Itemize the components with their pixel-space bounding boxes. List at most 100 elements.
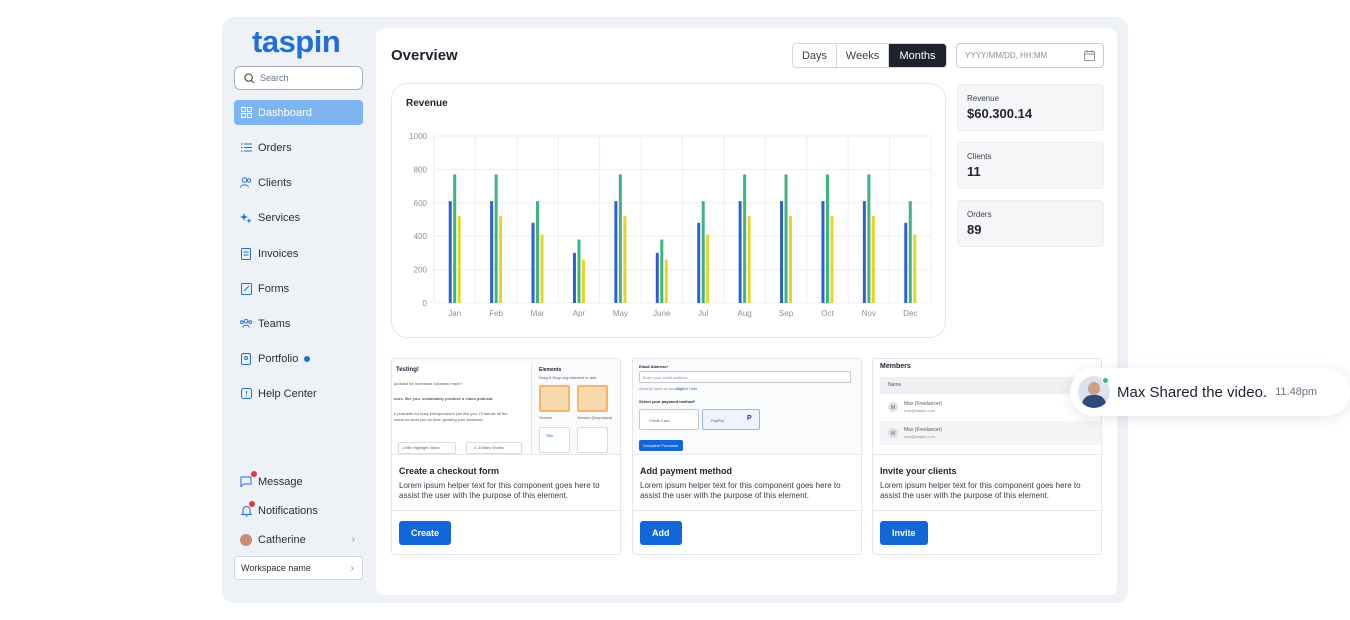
- revenue-chart: 0 200 400 600 800 1000 Jan Feb Mar Apr May June Jul A…: [409, 132, 932, 318]
- sidebar-item-forms[interactable]: Forms: [234, 276, 363, 301]
- grid-icon: [240, 107, 252, 119]
- stat-clients: Clients 11: [957, 142, 1104, 189]
- message-badge: [251, 471, 257, 477]
- preview-member-email: max@taspin.com: [904, 434, 935, 439]
- card-title: Add payment method: [640, 466, 733, 476]
- sidebar-item-orders[interactable]: Orders: [234, 135, 363, 160]
- workspace-selector[interactable]: Workspace name ›: [234, 556, 363, 580]
- portfolio-status-dot: [304, 355, 311, 362]
- preview-sign-in: Sign in here: [676, 386, 698, 391]
- sidebar-item-message[interactable]: Message: [234, 469, 363, 494]
- x-tick-label: Dec: [903, 309, 917, 318]
- preview-tile-label: Service (Dropdown): [577, 415, 613, 420]
- bar: [867, 174, 871, 303]
- sidebar-item-label: Message: [258, 475, 303, 488]
- sidebar-item-invoices[interactable]: Invoices: [234, 241, 363, 266]
- card-title: Invite your clients: [880, 466, 957, 476]
- search-icon: [244, 72, 255, 83]
- bar: [825, 174, 829, 303]
- notification-toast[interactable]: Max Shared the video. 11.48pm: [1070, 368, 1350, 416]
- users-icon: [240, 177, 252, 189]
- x-tick-label: Nov: [862, 309, 876, 318]
- app-logo[interactable]: taspin: [252, 24, 341, 59]
- preview-column-header: Name: [888, 382, 902, 388]
- form-icon: [240, 282, 252, 295]
- sidebar-item-label: Services: [258, 211, 301, 224]
- range-weeks[interactable]: Weeks: [837, 44, 889, 67]
- stat-label: Orders: [967, 210, 992, 219]
- preview-heading: Testing!: [396, 367, 419, 373]
- range-months[interactable]: Months: [889, 44, 946, 67]
- bar: [448, 201, 452, 303]
- sidebar-item-notifications[interactable]: Notifications: [234, 498, 363, 523]
- payment-method-card: Email Address* Enter your email address …: [632, 358, 862, 555]
- x-tick-label: Oct: [821, 309, 834, 318]
- search-input[interactable]: Search: [234, 66, 363, 90]
- bar: [747, 216, 751, 303]
- sidebar-item-help-center[interactable]: Help Center: [234, 381, 363, 406]
- sidebar-item-label: Orders: [258, 141, 292, 154]
- user-avatar: [240, 533, 252, 546]
- bar: [540, 234, 544, 303]
- y-tick-label: 1000: [409, 132, 427, 141]
- bar: [457, 216, 461, 303]
- chevron-right-icon: ›: [350, 562, 354, 574]
- y-tick-label: 0: [423, 299, 428, 308]
- notifications-badge: [249, 501, 255, 507]
- preview-line: focus on what you do best: growing your …: [394, 417, 484, 422]
- checkout-form-preview: Testing! podcast for increased business …: [392, 359, 620, 455]
- user-menu[interactable]: Catherine ›: [234, 527, 363, 552]
- preview-line: podcast for increased business reach?: [394, 381, 463, 386]
- card-divider: [873, 510, 1101, 511]
- invoice-icon: [240, 247, 252, 260]
- calendar-icon: [1084, 50, 1095, 61]
- invite-button[interactable]: Invite: [880, 521, 928, 545]
- toast-message: Max Shared the video.: [1117, 383, 1268, 401]
- bar: [789, 216, 793, 303]
- bar: [536, 201, 540, 303]
- bar: [697, 222, 701, 303]
- paypal-icon: P: [747, 415, 752, 422]
- preview-paypal: PayPal: [711, 418, 724, 423]
- stat-label: Revenue: [967, 94, 1000, 103]
- user-name: Catherine: [258, 533, 306, 546]
- sidebar-item-portfolio[interactable]: Portfolio: [234, 346, 363, 371]
- list-icon: [240, 142, 252, 154]
- sidebar-item-teams[interactable]: Teams: [234, 311, 363, 336]
- add-button[interactable]: Add: [640, 521, 682, 545]
- sidebar-item-label: Teams: [258, 317, 291, 330]
- sidebar-item-services[interactable]: Services: [234, 205, 363, 230]
- sidebar-item-clients[interactable]: Clients: [234, 170, 363, 195]
- bar: [738, 201, 742, 303]
- range-days[interactable]: Days: [793, 44, 837, 67]
- bar: [701, 201, 705, 303]
- preview-email-label: Email Address*: [639, 364, 669, 369]
- preview-credit-card: Credit Card: [649, 418, 670, 423]
- preview-member-email: max@taspin.com: [904, 408, 935, 413]
- card-divider: [633, 510, 861, 511]
- card-divider: [392, 510, 620, 511]
- bar: [453, 174, 457, 303]
- y-tick-label: 400: [414, 232, 428, 241]
- preview-select-label: Select your payment method*: [639, 399, 696, 404]
- x-tick-label: Feb: [489, 309, 503, 318]
- preview-chip: 4 -6 Bites Shorts: [474, 445, 504, 450]
- bar: [490, 201, 494, 303]
- sidebar-item-dashboard[interactable]: Dashboard: [234, 100, 363, 125]
- create-button[interactable]: Create: [399, 521, 452, 545]
- x-tick-label: Jul: [698, 309, 708, 318]
- sidebar-item-label: Notifications: [258, 504, 318, 517]
- revenue-chart-card: [391, 83, 946, 338]
- sparkle-icon: [240, 212, 252, 224]
- sidebar-item-label: Clients: [258, 176, 292, 189]
- card-description: Lorem ipsum helper text for this compone…: [640, 481, 841, 500]
- preview-member-initial: M: [891, 405, 896, 411]
- preview-member-initial: M: [891, 431, 896, 437]
- y-tick-label: 600: [414, 199, 428, 208]
- date-placeholder: YYYY/MM/DD, HH:MM: [965, 51, 1048, 60]
- bar: [821, 201, 825, 303]
- date-input[interactable]: YYYY/MM/DD, HH:MM: [956, 43, 1104, 68]
- bar: [862, 201, 866, 303]
- stat-orders: Orders 89: [957, 200, 1104, 247]
- chart-title: Revenue: [406, 98, 448, 109]
